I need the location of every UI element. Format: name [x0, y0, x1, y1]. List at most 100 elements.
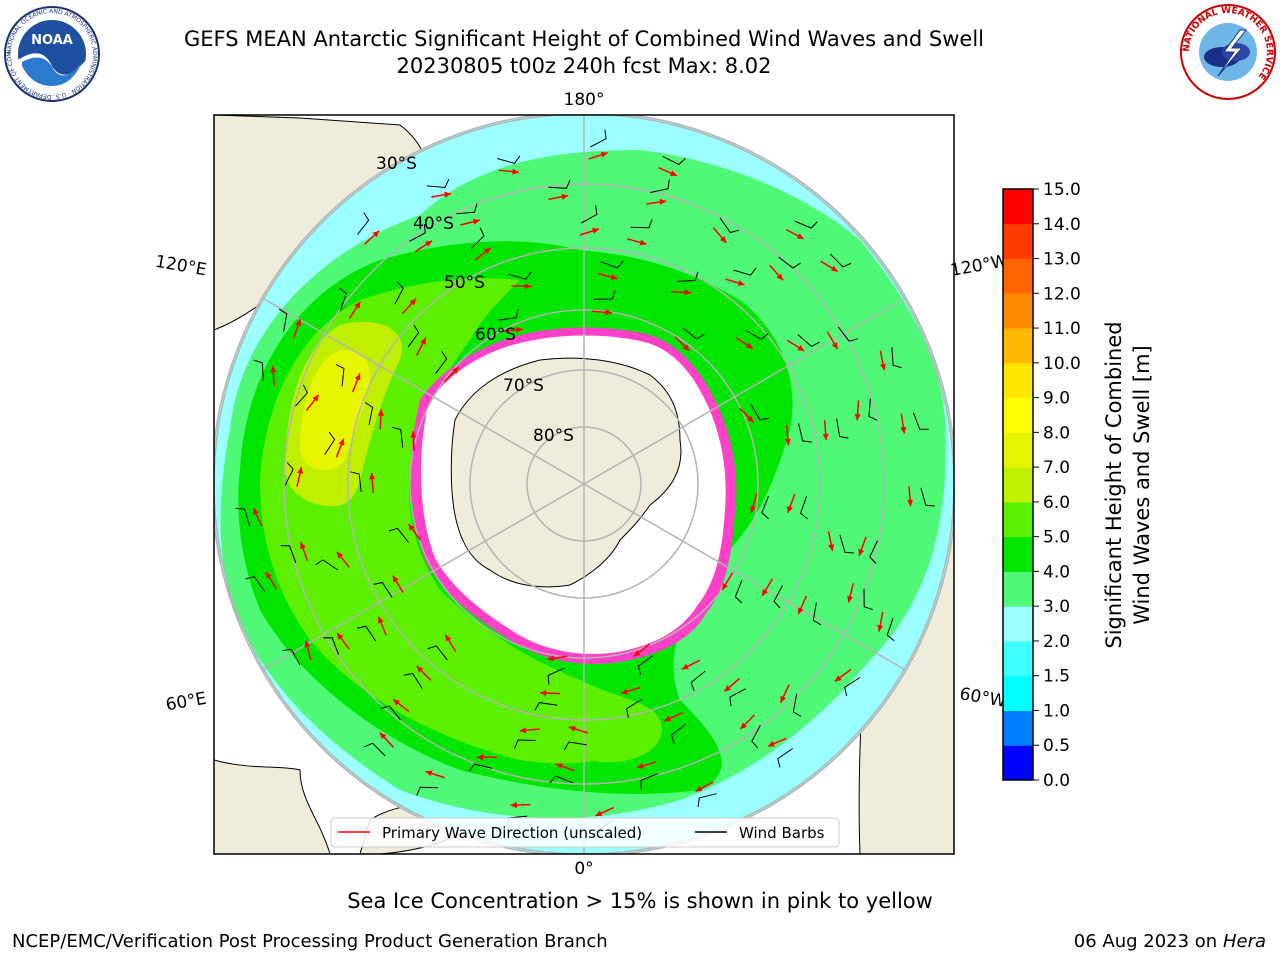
wave-arrow-head — [512, 168, 519, 175]
colorbar-tick-label: 13.0 — [1043, 250, 1081, 270]
wind-barb — [719, 217, 740, 234]
legend-label-wave: Primary Wave Direction (unscaled) — [382, 824, 642, 842]
wave-arrow-head — [540, 690, 547, 697]
wave-arrow-head — [621, 688, 628, 695]
wave-arrow-head — [312, 394, 319, 402]
wind-barb — [295, 384, 309, 407]
colorbar-tick-label: 2.0 — [1043, 632, 1070, 652]
wind-barb — [729, 688, 747, 707]
lat-label-80s: 80°S — [533, 426, 574, 446]
wave-arrow-head — [304, 640, 311, 648]
wind-barb — [812, 602, 822, 626]
lat-label-30s: 30°S — [376, 154, 417, 174]
wave-arrow-head — [393, 699, 400, 706]
wind-barb — [920, 487, 935, 507]
wave-arrow-head — [664, 715, 672, 722]
colorbar: 0.0 0.5 1.0 1.5 2.0 3.0 4.0 5.0 6.0 7.0 8.0 9.0 10.0… — [1002, 180, 1081, 790]
wave-arrow-head — [445, 634, 452, 642]
colorbar-tick-label: 14.0 — [1043, 215, 1081, 235]
wind-barb — [626, 698, 643, 718]
wave-arrow-head — [722, 583, 729, 590]
wave-arrow-head — [830, 265, 838, 272]
wave-arrow-head — [392, 575, 399, 583]
colorbar-segment — [1003, 501, 1033, 538]
wave-arrow-head — [524, 283, 532, 290]
lon-label-0: 0° — [574, 859, 593, 879]
colorbar-segment — [1003, 362, 1033, 399]
wave-arrow-head — [724, 685, 732, 692]
wave-arrow-head — [747, 415, 754, 423]
wave-arrow-head — [369, 472, 376, 480]
colorbar-segment — [1003, 606, 1033, 642]
wind-barb — [356, 625, 377, 642]
colorbar-frame — [1002, 188, 1034, 781]
wind-barb — [350, 471, 362, 492]
colorbar-segment — [1003, 536, 1033, 572]
colorbar-segment — [1003, 328, 1033, 364]
wind-barb — [886, 617, 895, 642]
wave-arrow-head — [338, 438, 345, 446]
wind-barbs — [235, 129, 935, 840]
wind-barb — [315, 559, 338, 571]
wind-barb — [670, 723, 687, 745]
wind-barb — [912, 412, 929, 430]
wind-barb — [280, 545, 297, 563]
wave-arrow-head — [600, 151, 608, 158]
wave-arrow-head — [907, 499, 914, 507]
colorbar-segment — [1003, 571, 1033, 607]
wind-barb — [593, 290, 616, 300]
wind-barb — [868, 398, 878, 421]
wind-barb — [733, 267, 757, 276]
wave-arrow-head — [568, 726, 576, 732]
map-legend: Primary Wave Direction (unscaled) Wind B… — [330, 817, 840, 848]
wind-barb — [338, 287, 347, 311]
wind-barb — [869, 540, 878, 564]
wave-arrow-head — [737, 280, 745, 286]
colorbar-tick-label: 8.0 — [1043, 423, 1070, 443]
wind-barb — [373, 581, 393, 598]
wind-barb — [844, 677, 861, 697]
wave-arrow-head — [547, 655, 555, 662]
lat-label-50s: 50°S — [444, 273, 485, 293]
wind-barb — [798, 423, 812, 443]
wind-barb — [427, 645, 448, 661]
wave-arrow-head — [822, 433, 829, 441]
colorbar-label: Significant Height of Combined Wind Wave… — [1102, 321, 1154, 649]
wave-arrow-head — [605, 309, 612, 316]
wind-barb — [548, 179, 571, 189]
wind-barb — [589, 129, 607, 148]
wind-barb — [637, 655, 654, 676]
wind-barb — [235, 507, 251, 527]
wind-barb — [407, 324, 420, 348]
wind-barb — [836, 418, 849, 439]
colorbar-tick-label: 1.5 — [1043, 667, 1070, 687]
wave-arrow-head — [681, 663, 689, 670]
wave-arrow-head — [519, 727, 527, 734]
wind-barb — [468, 763, 492, 772]
wind-barb — [335, 363, 345, 387]
colorbar-segment — [1003, 640, 1033, 677]
wave-arrow-head — [787, 505, 793, 513]
lat-label-70s: 70°S — [503, 376, 544, 396]
wind-barb — [380, 705, 401, 721]
colorbar-tick-label: 15.0 — [1043, 180, 1081, 200]
sea-ice-caption: Sea Ice Concentration > 15% is shown in … — [347, 889, 933, 913]
wave-arrow-head — [379, 732, 387, 740]
wind-barb — [662, 155, 686, 166]
wave-arrows — [252, 151, 914, 817]
wave-arrow-head — [595, 810, 603, 817]
colorbar-tick-label: 4.0 — [1043, 562, 1070, 582]
wind-barb — [800, 495, 808, 520]
wind-barb — [677, 271, 699, 282]
colorbar-segment — [1003, 258, 1033, 294]
colorbar-segment — [1003, 467, 1033, 503]
wave-arrow-head — [639, 239, 647, 246]
wind-barb — [364, 742, 386, 757]
wind-barb — [650, 179, 670, 193]
wave-arrow-head — [408, 523, 415, 531]
wind-barb — [470, 227, 485, 250]
colorbar-tick-label: 9.0 — [1043, 389, 1070, 409]
wave-arrow-head — [797, 345, 805, 351]
wave-arrow-head — [682, 344, 690, 351]
colorbar-tick-label: 10.0 — [1043, 354, 1081, 374]
